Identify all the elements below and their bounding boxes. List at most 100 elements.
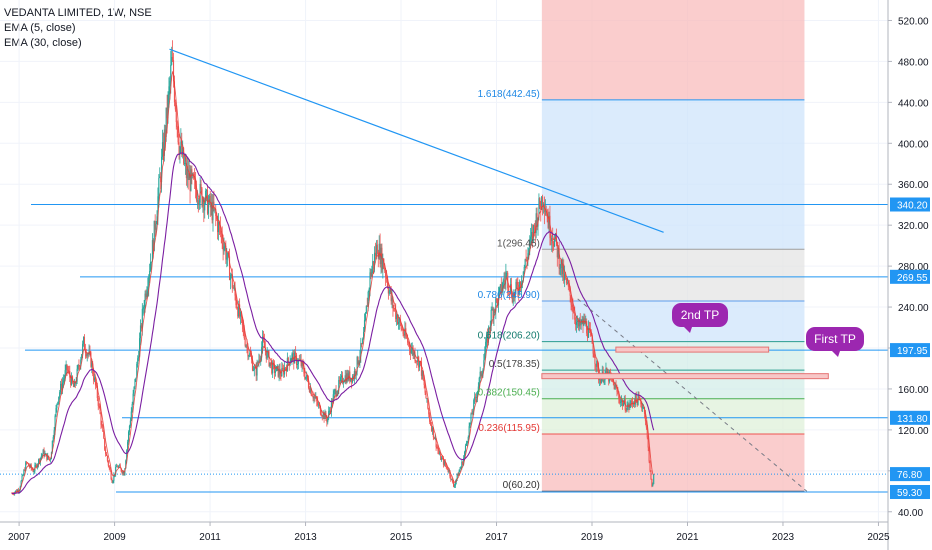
candle-body	[634, 393, 636, 405]
candle-body	[568, 286, 570, 288]
candle-body	[263, 340, 265, 348]
candle-body	[650, 470, 652, 480]
candle-body	[508, 288, 510, 292]
candle-body	[431, 427, 433, 431]
targets[interactable]: 2nd TP First TP	[541, 303, 864, 380]
candle-body	[371, 268, 373, 277]
candle-body	[554, 232, 557, 239]
candle-body	[116, 466, 119, 468]
candle-body	[515, 281, 517, 290]
candle-body	[452, 478, 454, 482]
candle-body	[524, 259, 526, 268]
drawing-lines[interactable]	[169, 48, 808, 492]
horizontal-levels[interactable]	[0, 204, 888, 493]
candle-body	[595, 363, 597, 367]
candle-body	[363, 331, 365, 339]
candle-body	[600, 378, 602, 384]
candle-body	[64, 370, 66, 378]
legend-ema-slow[interactable]: EMA (30, close)	[4, 37, 82, 49]
candle-body	[118, 465, 120, 467]
candle-body	[430, 424, 433, 431]
candle-body	[71, 376, 73, 385]
candle-body	[621, 400, 623, 402]
candle-body	[319, 405, 321, 415]
candle-body	[235, 295, 237, 306]
candle-body	[310, 388, 312, 396]
candle-body	[94, 377, 97, 386]
candle-body	[146, 291, 148, 297]
candle-body	[270, 362, 272, 364]
candle-body	[438, 450, 440, 455]
candle-body	[308, 387, 310, 393]
legend-ema-fast[interactable]: EMA (5, close)	[4, 22, 76, 34]
candle-body	[375, 244, 377, 256]
candle-body	[105, 453, 108, 456]
candle-body	[321, 415, 323, 417]
candle-body	[490, 309, 492, 326]
candle-body	[116, 466, 118, 468]
candle-body	[137, 358, 139, 364]
candle-body	[652, 484, 654, 487]
candle-body	[446, 466, 448, 470]
candle-body	[225, 245, 227, 260]
candle-body	[251, 359, 254, 371]
candle-body	[323, 412, 325, 419]
candle-body	[230, 274, 232, 276]
candle-body	[247, 346, 249, 357]
candle-body	[32, 469, 34, 472]
candle-body	[372, 261, 374, 269]
candle-body	[440, 453, 442, 460]
candle-body	[491, 309, 493, 311]
candle-body	[468, 426, 470, 437]
candle-body	[65, 364, 67, 371]
candle-body	[13, 493, 15, 495]
candle-body	[126, 450, 128, 461]
candle-body	[373, 261, 375, 266]
candle-body	[94, 377, 96, 381]
candle-body	[533, 224, 535, 226]
candle-body	[340, 377, 342, 382]
candle-body	[474, 396, 476, 401]
candle-body	[594, 357, 596, 364]
candle-body	[334, 389, 336, 391]
fib-label-2: 0.786(245.90)	[478, 290, 540, 301]
candle-body	[385, 277, 388, 279]
candle-body	[110, 471, 112, 480]
time-tick-label: 2009	[103, 532, 126, 543]
candle-body	[478, 377, 480, 387]
candle-body	[129, 420, 131, 426]
price-badge-1	[890, 269, 930, 284]
fib-label-5: 0.382(150.45)	[478, 388, 540, 399]
candle-body	[119, 465, 121, 468]
candle-body	[555, 232, 557, 243]
candle-body	[172, 60, 175, 82]
candle-body	[553, 243, 555, 247]
time-tick-label: 2013	[294, 532, 317, 543]
candle-body	[297, 359, 299, 365]
price-tick-label: 480.00	[898, 57, 929, 68]
candle-body	[475, 396, 477, 398]
candle-body	[316, 397, 318, 402]
candle-body	[57, 401, 59, 404]
candle-body	[309, 388, 311, 393]
candle-body	[151, 240, 153, 262]
candle-body	[115, 466, 117, 475]
candle-body	[606, 368, 608, 374]
candle-body	[398, 318, 400, 322]
candle-body	[38, 459, 41, 463]
candle-body	[318, 404, 320, 406]
candle-body	[393, 308, 395, 310]
candle-body	[423, 380, 425, 385]
candle-body	[100, 413, 102, 425]
candle-body	[463, 457, 465, 465]
candle-body	[470, 413, 472, 423]
candle-body	[361, 343, 363, 344]
candle-body	[288, 362, 290, 366]
candle-body	[82, 337, 85, 344]
candle-body	[180, 141, 182, 147]
candle-body	[170, 64, 172, 82]
candle-body	[134, 379, 136, 387]
candle-body	[195, 178, 197, 190]
price-axis: 40.0080.00120.00160.00200.00240.00280.00…	[887, 0, 932, 550]
